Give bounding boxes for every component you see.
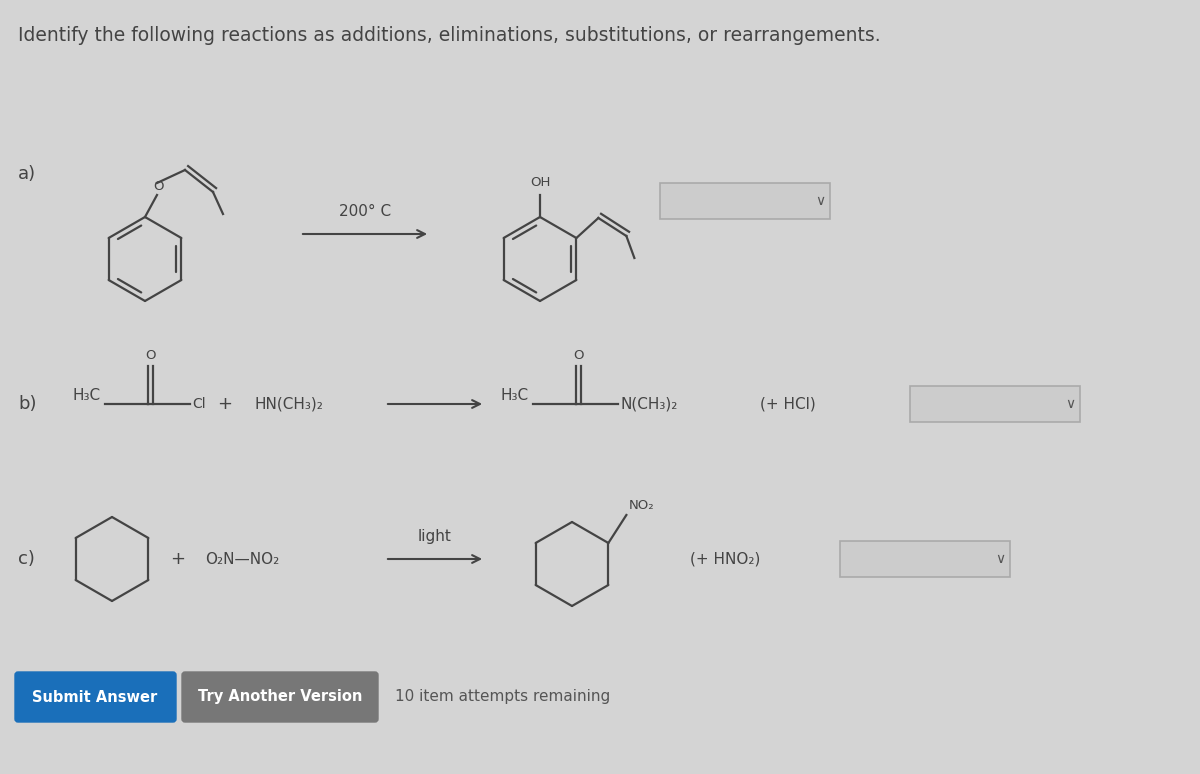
Text: b): b)	[18, 395, 36, 413]
Text: +: +	[170, 550, 186, 568]
FancyBboxPatch shape	[660, 183, 830, 219]
Text: ∨: ∨	[995, 552, 1006, 566]
Text: O: O	[152, 180, 163, 193]
Text: H₃C: H₃C	[500, 389, 528, 403]
Text: N(CH₃)₂: N(CH₃)₂	[620, 396, 677, 412]
Text: (+ HNO₂): (+ HNO₂)	[690, 552, 761, 567]
Text: light: light	[418, 529, 452, 544]
Text: H₃C: H₃C	[72, 389, 100, 403]
Text: Submit Answer: Submit Answer	[32, 690, 157, 704]
Text: O: O	[145, 349, 156, 362]
Text: +: +	[217, 395, 233, 413]
Text: Try Another Version: Try Another Version	[198, 690, 362, 704]
Text: ∨: ∨	[1064, 397, 1075, 411]
FancyBboxPatch shape	[182, 672, 378, 722]
Text: (+ HCl): (+ HCl)	[760, 396, 816, 412]
Text: Identify the following reactions as additions, eliminations, substitutions, or r: Identify the following reactions as addi…	[18, 26, 881, 45]
Text: HN(CH₃)₂: HN(CH₃)₂	[256, 396, 324, 412]
FancyBboxPatch shape	[910, 386, 1080, 422]
Text: c): c)	[18, 550, 35, 568]
Text: NO₂: NO₂	[629, 499, 654, 512]
Text: a): a)	[18, 165, 36, 183]
Text: OH: OH	[530, 176, 550, 189]
Text: Cl: Cl	[192, 397, 205, 411]
FancyBboxPatch shape	[14, 672, 176, 722]
Text: ∨: ∨	[815, 194, 826, 208]
Text: O: O	[574, 349, 584, 362]
Text: O₂N—NO₂: O₂N—NO₂	[205, 552, 280, 567]
Text: 200° C: 200° C	[338, 204, 391, 219]
FancyBboxPatch shape	[840, 541, 1010, 577]
Text: 10 item attempts remaining: 10 item attempts remaining	[395, 690, 611, 704]
